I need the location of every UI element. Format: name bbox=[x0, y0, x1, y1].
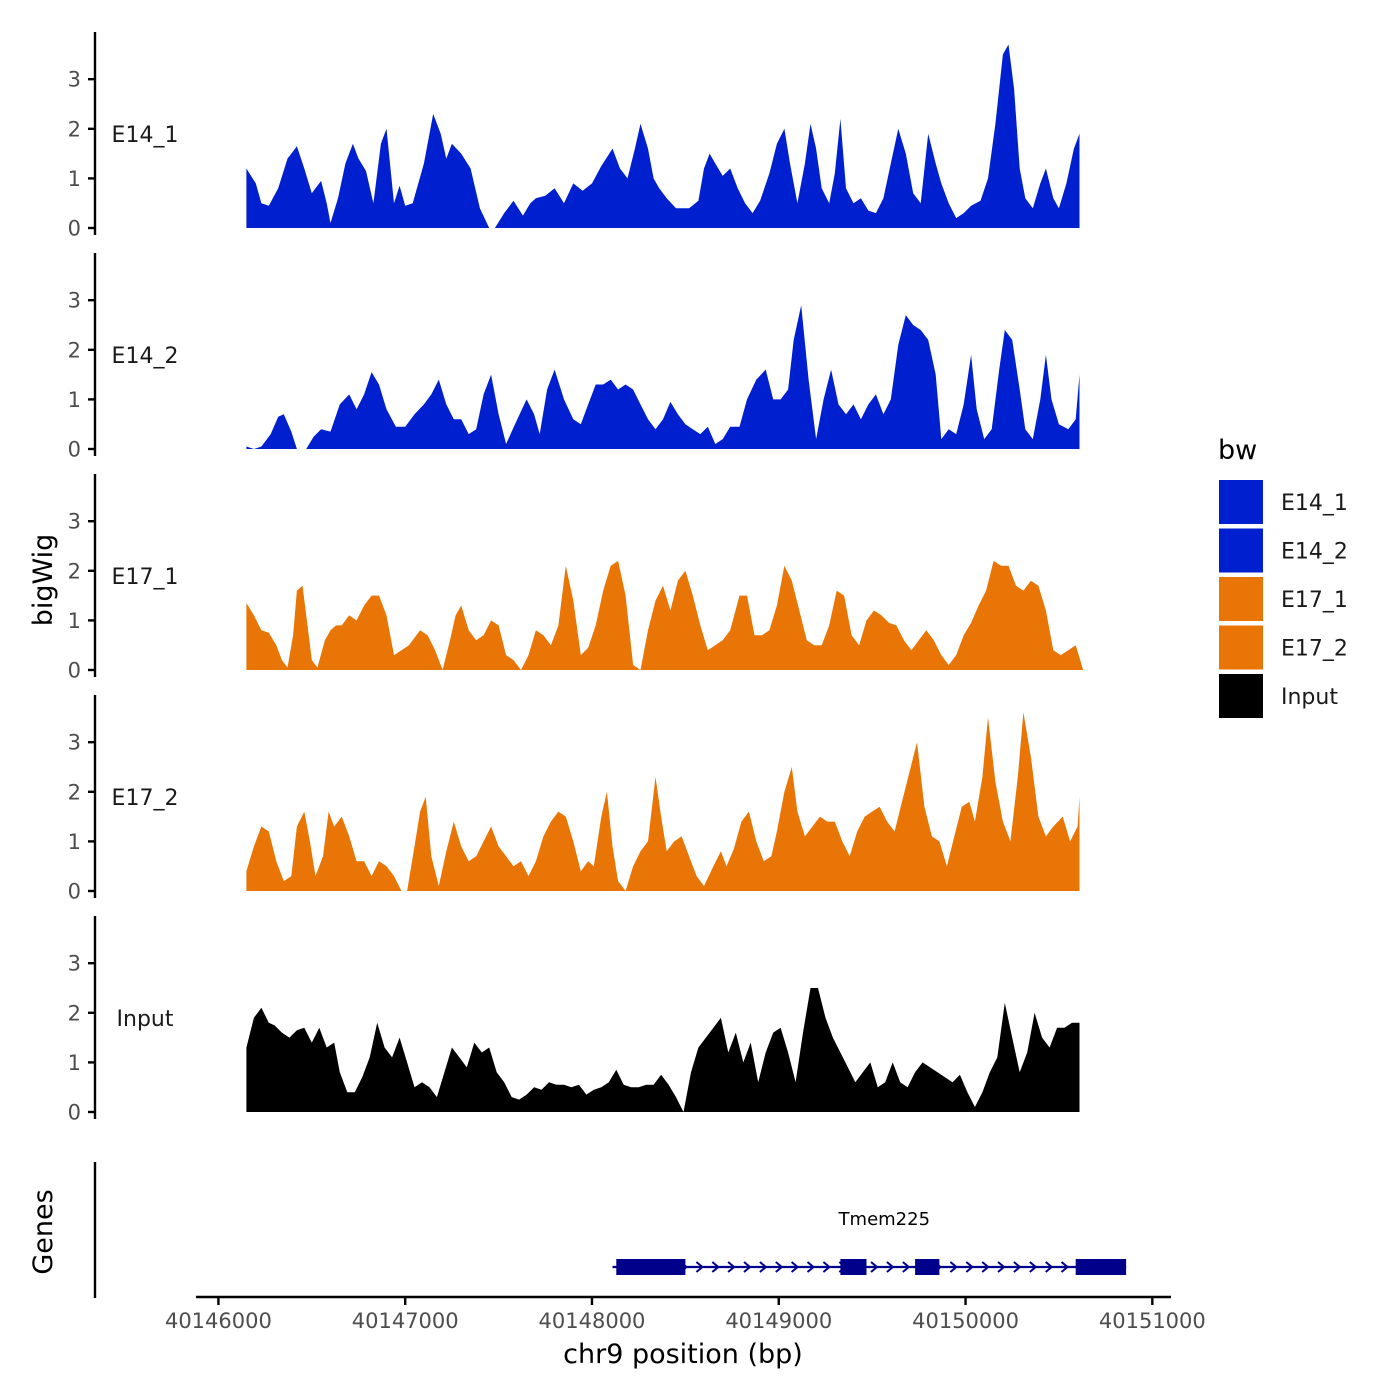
y-tick-label: 0 bbox=[68, 217, 81, 241]
track-e14-1: 0 1 2 3 E14_1 bbox=[68, 32, 1080, 241]
x-ticks: 40146000 40147000 40148000 40149000 40150000… bbox=[165, 1297, 1206, 1333]
coverage-area[interactable] bbox=[246, 305, 1080, 449]
strand-arrow bbox=[1029, 1261, 1038, 1273]
coverage-area[interactable] bbox=[246, 560, 1084, 670]
y-tick-label: 3 bbox=[68, 289, 81, 313]
track-label: E17_1 bbox=[112, 565, 179, 590]
legend-swatch bbox=[1219, 674, 1263, 718]
legend-items: E14_1 E14_2 E17_1 E17_2 Input bbox=[1219, 480, 1348, 718]
genes-axis-title: Genes bbox=[28, 1189, 59, 1274]
y-tick-label: 1 bbox=[68, 167, 81, 191]
legend-item-e14-1[interactable]: E14_1 bbox=[1219, 480, 1348, 524]
gene-label: Tmem225 bbox=[838, 1209, 931, 1230]
track-label: Input bbox=[117, 1007, 174, 1032]
strand-arrow bbox=[711, 1261, 720, 1273]
y-tick-label: 0 bbox=[68, 438, 81, 462]
strand-arrow bbox=[1045, 1261, 1054, 1273]
exon[interactable] bbox=[840, 1259, 867, 1275]
gene-model[interactable] bbox=[612, 1259, 1127, 1275]
y-tick-label: 1 bbox=[68, 609, 81, 633]
track-input: 0 1 2 3 Input bbox=[68, 916, 1080, 1125]
legend-item-e14-2[interactable]: E14_2 bbox=[1219, 528, 1348, 573]
track-label: E14_1 bbox=[112, 123, 179, 148]
y-axis-title: bigWig bbox=[28, 534, 59, 627]
legend-item-input[interactable]: Input bbox=[1219, 674, 1338, 718]
x-tick-label: 40150000 bbox=[912, 1309, 1019, 1333]
strand-arrow bbox=[743, 1261, 752, 1273]
strand-arrow bbox=[1060, 1261, 1070, 1273]
x-tick-label: 40147000 bbox=[352, 1309, 459, 1333]
strand-arrow bbox=[790, 1261, 800, 1273]
bigwig-tracks: 0 1 2 3 E14_1 0 1 2 3 E14_2 0 1 2 3 E17_1 0 1 2 3 E17_2 0 1 2 3… bbox=[68, 32, 1084, 1125]
strand-arrow bbox=[727, 1261, 736, 1273]
x-axis: 40146000 40147000 40148000 40149000 40150000… bbox=[165, 1295, 1206, 1333]
exon[interactable] bbox=[1075, 1259, 1127, 1275]
x-tick-label: 40146000 bbox=[165, 1309, 272, 1333]
legend-title: bw bbox=[1218, 435, 1257, 466]
strand-arrow bbox=[822, 1261, 831, 1273]
strand-arrow bbox=[806, 1261, 816, 1273]
coverage-area[interactable] bbox=[246, 712, 1080, 891]
y-tick-label: 0 bbox=[68, 880, 81, 904]
legend-swatch bbox=[1219, 625, 1263, 670]
legend-swatch bbox=[1219, 528, 1263, 573]
y-tick-label: 1 bbox=[68, 830, 81, 854]
strand-arrow bbox=[997, 1261, 1006, 1273]
y-tick-label: 1 bbox=[68, 1051, 81, 1075]
y-tick-label: 2 bbox=[68, 780, 81, 804]
legend-label: E17_1 bbox=[1281, 588, 1348, 613]
y-tick-label: 2 bbox=[68, 1001, 81, 1025]
strand-arrow bbox=[870, 1261, 879, 1273]
track-e17-2: 0 1 2 3 E17_2 bbox=[68, 695, 1080, 904]
track-e17-1: 0 1 2 3 E17_1 bbox=[68, 474, 1084, 683]
strand-arrow bbox=[886, 1261, 895, 1273]
x-tick-label: 40149000 bbox=[725, 1309, 832, 1333]
exon[interactable] bbox=[616, 1259, 686, 1275]
y-tick-label: 3 bbox=[68, 952, 81, 976]
strand-arrow bbox=[695, 1261, 704, 1273]
track-label: E14_2 bbox=[112, 344, 179, 369]
legend-label: E14_1 bbox=[1281, 491, 1348, 516]
y-tick-label: 2 bbox=[68, 117, 81, 141]
legend-swatch bbox=[1219, 480, 1263, 524]
track-label: E17_2 bbox=[112, 786, 179, 811]
legend-item-e17-2[interactable]: E17_2 bbox=[1219, 625, 1348, 670]
y-tick-label: 3 bbox=[68, 68, 81, 92]
legend-label: E14_2 bbox=[1281, 540, 1348, 565]
coverage-area[interactable] bbox=[246, 988, 1080, 1112]
legend-item-e17-1[interactable]: E17_1 bbox=[1219, 577, 1348, 621]
strand-arrow bbox=[949, 1261, 958, 1273]
strand-arrow bbox=[775, 1261, 784, 1273]
y-tick-label: 3 bbox=[68, 731, 81, 755]
legend-label: Input bbox=[1281, 685, 1338, 710]
strand-arrow bbox=[1013, 1261, 1022, 1273]
coverage-area[interactable] bbox=[246, 44, 1080, 229]
strand-arrow bbox=[981, 1261, 990, 1273]
track-e14-2: 0 1 2 3 E14_2 bbox=[68, 253, 1080, 462]
legend-label: E17_2 bbox=[1281, 637, 1348, 662]
strand-arrow bbox=[965, 1261, 974, 1273]
y-tick-label: 0 bbox=[68, 659, 81, 683]
strand-arrow bbox=[759, 1261, 768, 1273]
x-tick-label: 40148000 bbox=[539, 1309, 646, 1333]
x-axis-title: chr9 position (bp) bbox=[563, 1339, 803, 1370]
exon[interactable] bbox=[915, 1259, 940, 1275]
y-tick-label: 2 bbox=[68, 338, 81, 362]
y-tick-label: 1 bbox=[68, 388, 81, 412]
x-tick-label: 40151000 bbox=[1099, 1309, 1206, 1333]
legend-swatch bbox=[1219, 577, 1263, 621]
y-tick-label: 3 bbox=[68, 510, 81, 534]
legend: bw E14_1 E14_2 E17_1 E17_2 Input bbox=[1218, 435, 1348, 718]
gene-track: Tmem225 bbox=[93, 1162, 1127, 1298]
y-tick-label: 0 bbox=[68, 1101, 81, 1125]
strand-arrow bbox=[902, 1261, 911, 1273]
y-tick-label: 2 bbox=[68, 559, 81, 583]
